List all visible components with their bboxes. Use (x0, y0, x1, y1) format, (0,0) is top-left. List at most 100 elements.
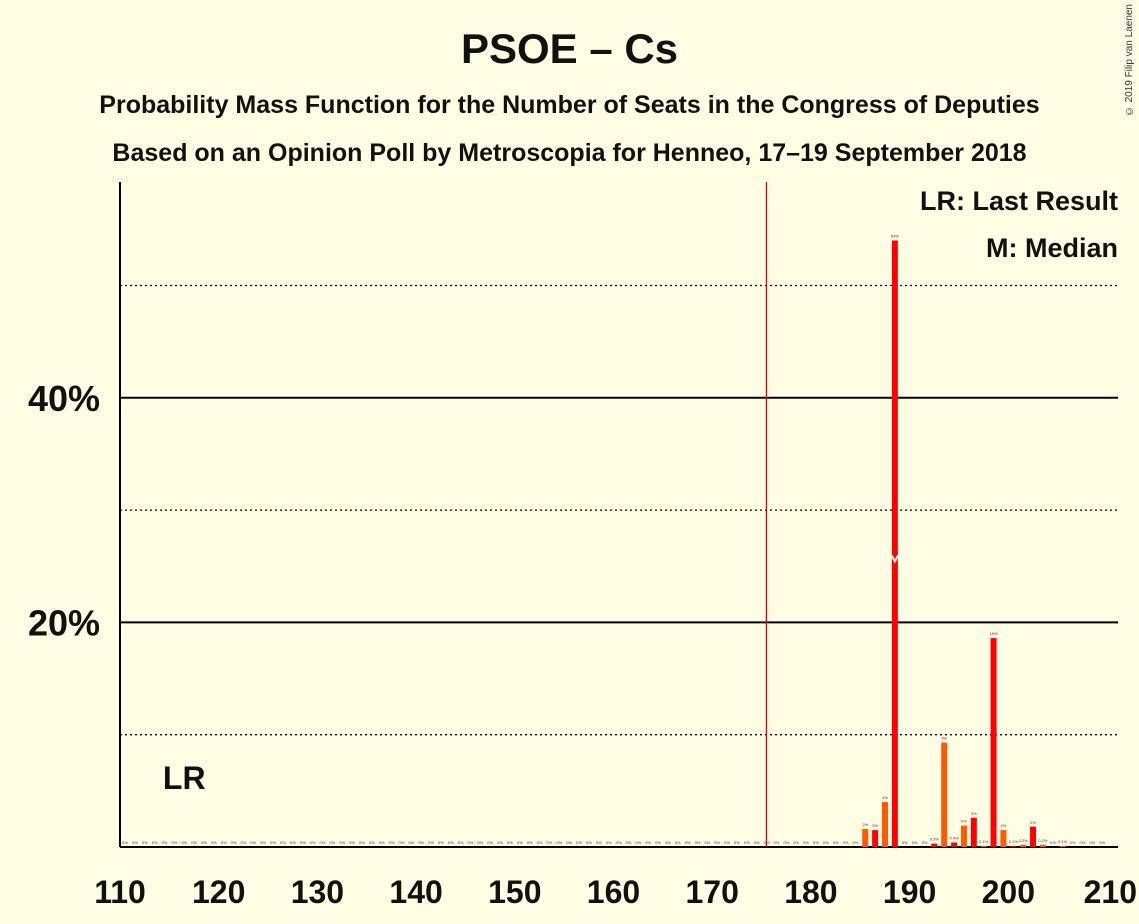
bar-value-label: 0% (754, 840, 760, 845)
bar-value-label: 0% (408, 840, 414, 845)
bar-value-label: 0% (912, 840, 918, 845)
bar-value-label: 0% (122, 840, 128, 845)
bar-187 (881, 802, 888, 847)
x-tick-label: 210 (1084, 874, 1137, 910)
bar-195 (960, 825, 967, 847)
bar-value-label: 2% (961, 819, 967, 824)
bar-value-label: 0% (181, 840, 187, 845)
bar-value-label: 0% (270, 840, 276, 845)
bar-value-label: 9% (941, 736, 947, 741)
bar-value-label: 0% (813, 840, 819, 845)
bar-value-label: 19% (990, 631, 998, 636)
bar-value-label: 0% (231, 840, 237, 845)
bar-value-label: 0% (704, 840, 710, 845)
chart-source: Based on an Opinion Poll by Metroscopia … (112, 139, 1027, 167)
bar-value-label: 0% (438, 840, 444, 845)
bar-188 (891, 240, 898, 847)
bar-value-label: 0% (290, 840, 296, 845)
bar-value-label: 0% (398, 840, 404, 845)
last-result-label: LR (163, 760, 206, 796)
bar-value-label: 0% (1099, 840, 1105, 845)
bar-value-label: 0% (250, 840, 256, 845)
bar-value-label: 0% (922, 840, 928, 845)
y-tick-label: 20% (28, 602, 100, 643)
bar-value-label: 0% (793, 840, 799, 845)
bar-value-label: 0% (527, 840, 533, 845)
bar-value-label: 0% (823, 840, 829, 845)
bar-value-label: 0% (734, 840, 740, 845)
y-tick-label: 40% (28, 378, 100, 419)
x-tick-label: 200 (982, 874, 1035, 910)
bar-value-label: 0% (517, 840, 523, 845)
bar-value-label: 0.2% (1019, 838, 1029, 843)
bar-value-label: 2% (872, 823, 878, 828)
bar-value-label: 0% (211, 840, 217, 845)
bar-value-label: 0% (645, 840, 651, 845)
bar-201 (1020, 844, 1027, 847)
bar-value-label: 0% (458, 840, 464, 845)
bar-value-label: 0% (902, 840, 908, 845)
x-tick-label: 130 (291, 874, 344, 910)
bar-value-label: 4% (882, 795, 888, 800)
x-tick-label: 170 (686, 874, 739, 910)
bar-value-label: 0% (547, 840, 553, 845)
x-tick-label: 160 (587, 874, 640, 910)
bar-value-label: 0% (448, 840, 454, 845)
bar-value-label: 0% (566, 840, 572, 845)
bar-value-label: 0% (606, 840, 612, 845)
bar-196 (970, 817, 977, 847)
bar-value-label: 0% (1079, 840, 1085, 845)
bar-value-label: 0% (389, 840, 395, 845)
x-tick-label: 140 (389, 874, 442, 910)
chart-subtitle: Probability Mass Function for the Number… (99, 91, 1040, 119)
bar-value-label: 0% (556, 840, 562, 845)
bar-value-label: 0% (428, 840, 434, 845)
x-tick-label: 110 (94, 874, 146, 910)
bar-value-label: 0.4% (950, 836, 960, 841)
bar-value-label: 0% (300, 840, 306, 845)
bar-value-label: 0% (379, 840, 385, 845)
bar-value-label: 0% (665, 840, 671, 845)
median-marker (890, 555, 899, 564)
bar-value-label: 0.1% (1009, 839, 1019, 844)
bar-198 (990, 638, 997, 847)
bar-value-label: 0% (724, 840, 730, 845)
bar-value-label: 0% (349, 840, 355, 845)
bar-value-label: 2% (862, 822, 868, 827)
bar-value-label: 0% (783, 840, 789, 845)
bar-value-label: 0% (152, 840, 158, 845)
bar-205 (1059, 845, 1066, 847)
bar-value-label: 0% (487, 840, 493, 845)
chart-title: PSOE – Cs (460, 25, 679, 72)
bar-value-label: 0% (310, 840, 316, 845)
bar-200 (1010, 845, 1017, 847)
bar-value-label: 0% (586, 840, 592, 845)
bar-value-label: 0% (477, 840, 483, 845)
bar-value-label: 0% (142, 840, 148, 845)
bar-value-label: 0% (616, 840, 622, 845)
bar-value-label: 0% (418, 840, 424, 845)
bar-value-label: 0% (359, 840, 365, 845)
bar-194 (951, 842, 958, 847)
bar-value-label: 0% (625, 840, 631, 845)
bar-value-label: 0% (596, 840, 602, 845)
bar-value-label: 0% (1089, 840, 1095, 845)
bar-value-label: 0% (280, 840, 286, 845)
bar-value-label: 0.1% (979, 839, 989, 844)
bar-value-label: 0% (171, 840, 177, 845)
bar-185 (862, 829, 869, 847)
bar-value-label: 0% (576, 840, 582, 845)
bar-value-label: 0% (1070, 840, 1076, 845)
bar-value-label: 0% (774, 840, 780, 845)
bar-197 (980, 845, 987, 847)
bar-value-label: 0% (537, 840, 543, 845)
bar-value-label: 0% (635, 840, 641, 845)
bar-value-label: 0% (1050, 840, 1056, 845)
bar-value-label: 54% (891, 234, 899, 239)
bar-value-label: 0% (843, 840, 849, 845)
bar-203 (1039, 844, 1046, 847)
bar-value-label: 0.2% (1038, 838, 1048, 843)
bar-value-label: 0% (320, 840, 326, 845)
bar-value-label: 0% (675, 840, 681, 845)
